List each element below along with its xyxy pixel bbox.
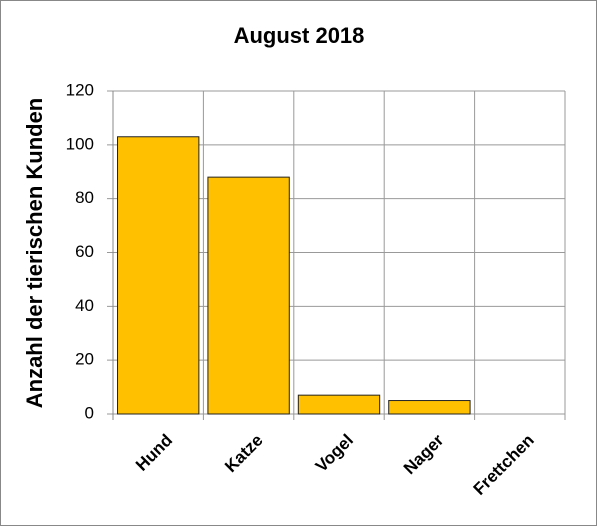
y-tick-label: 120 — [66, 80, 94, 99]
y-tick-label: 20 — [75, 350, 94, 369]
y-tick-label: 80 — [75, 188, 94, 207]
y-axis-label: Anzahl der tierischen Kunden — [22, 98, 47, 409]
bar — [207, 176, 290, 415]
y-tick-label: 40 — [75, 296, 94, 315]
y-tick-label: 0 — [85, 403, 94, 422]
y-tick-label: 100 — [66, 134, 94, 153]
bar — [117, 136, 200, 415]
chart-title: August 2018 — [234, 23, 365, 48]
y-tick-label: 60 — [75, 242, 94, 261]
bar — [297, 394, 381, 415]
bar — [388, 400, 471, 415]
